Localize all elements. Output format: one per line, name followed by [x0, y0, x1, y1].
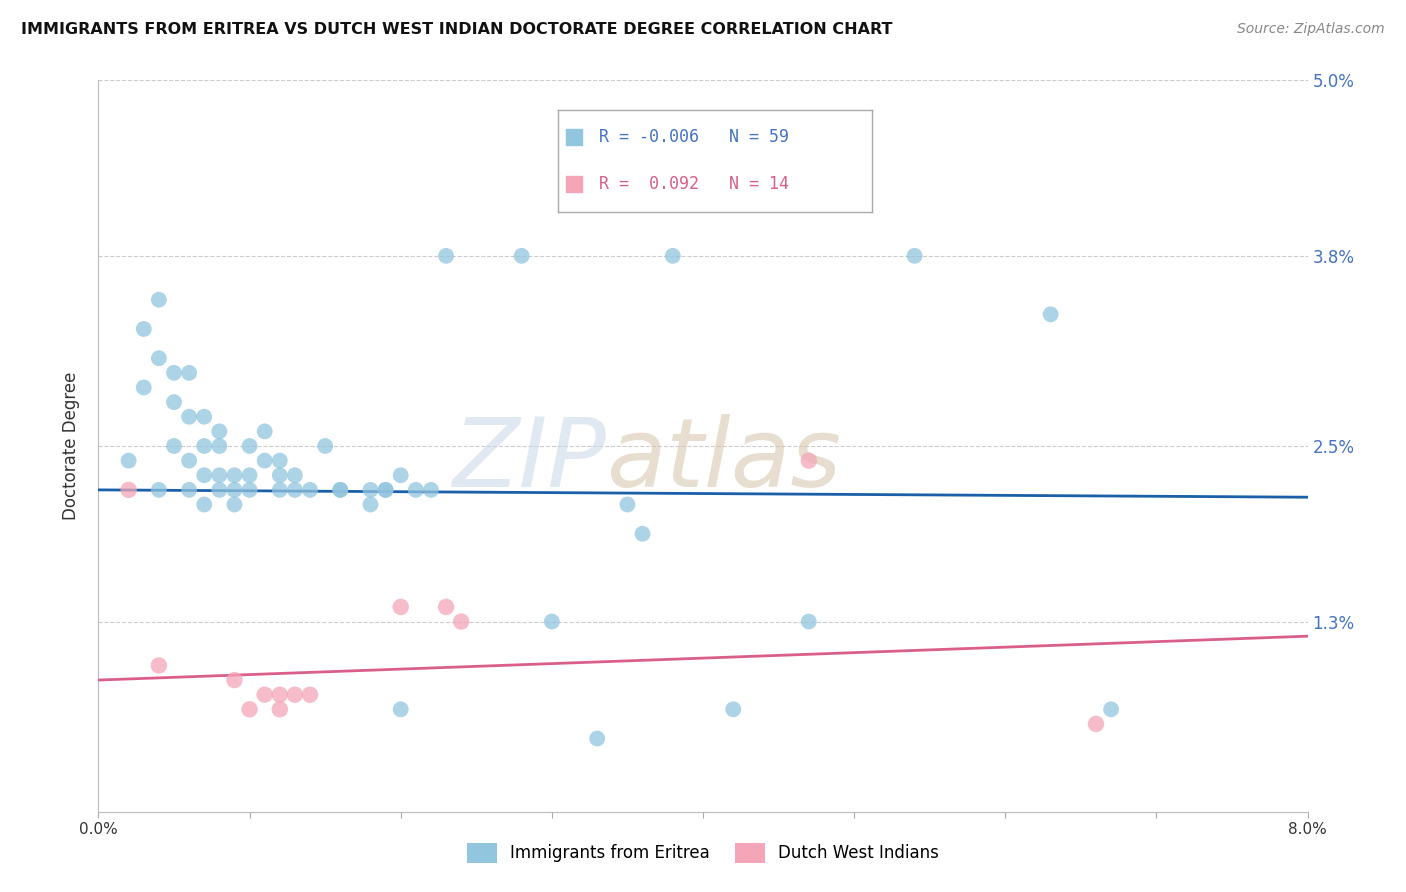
Point [269, 468, 291, 483]
Point [1085, 717, 1108, 731]
Point [389, 702, 412, 716]
Point [450, 615, 472, 629]
Point [163, 439, 186, 453]
Point [389, 468, 412, 483]
Point [193, 468, 215, 483]
Point [269, 702, 291, 716]
Point [723, 702, 745, 716]
Point [163, 366, 186, 380]
Point [224, 498, 246, 512]
Point [586, 731, 609, 746]
Point [208, 483, 231, 497]
Point [224, 468, 246, 483]
Text: Source: ZipAtlas.com: Source: ZipAtlas.com [1237, 22, 1385, 37]
Point [299, 688, 322, 702]
Point [179, 483, 201, 497]
Point [631, 526, 654, 541]
Point [148, 351, 170, 366]
Point [360, 483, 382, 497]
Legend: Immigrants from Eritrea, Dutch West Indians: Immigrants from Eritrea, Dutch West Indi… [460, 837, 946, 869]
Point [239, 483, 262, 497]
Point [118, 483, 141, 497]
Point [374, 483, 396, 497]
Point [360, 498, 382, 512]
Point [163, 395, 186, 409]
Point [148, 293, 170, 307]
Point [314, 439, 336, 453]
Point [299, 483, 322, 497]
Point [269, 483, 291, 497]
Point [253, 425, 276, 439]
Point [193, 439, 215, 453]
Point [208, 439, 231, 453]
Point [224, 673, 246, 687]
Point [434, 599, 457, 614]
Point [797, 615, 820, 629]
Point [253, 688, 276, 702]
Point [193, 409, 215, 424]
Point [1039, 307, 1062, 321]
Point [193, 498, 215, 512]
Point [208, 425, 231, 439]
Point [148, 658, 170, 673]
Point [224, 483, 246, 497]
Point [284, 688, 307, 702]
Point [374, 483, 396, 497]
Point [269, 453, 291, 467]
Point [132, 380, 155, 394]
Point [510, 249, 533, 263]
Point [284, 483, 307, 497]
Point [239, 468, 262, 483]
Point [540, 615, 562, 629]
Point [179, 409, 201, 424]
Point [616, 498, 638, 512]
Point [797, 453, 820, 467]
Point [405, 483, 427, 497]
Point [329, 483, 352, 497]
Point [420, 483, 443, 497]
Point [208, 468, 231, 483]
Point [132, 322, 155, 336]
Point [118, 453, 141, 467]
Point [179, 453, 201, 467]
Point [284, 468, 307, 483]
Point [1099, 702, 1122, 716]
Point [148, 483, 170, 497]
Y-axis label: Doctorate Degree: Doctorate Degree [62, 372, 80, 520]
Point [904, 249, 927, 263]
Point [661, 249, 683, 263]
Point [269, 688, 291, 702]
Text: atlas: atlas [606, 414, 841, 508]
Point [179, 366, 201, 380]
Point [389, 599, 412, 614]
Point [434, 249, 457, 263]
Point [329, 483, 352, 497]
Text: ZIP: ZIP [453, 414, 606, 508]
Point [239, 439, 262, 453]
Point [253, 453, 276, 467]
Point [239, 702, 262, 716]
Text: IMMIGRANTS FROM ERITREA VS DUTCH WEST INDIAN DOCTORATE DEGREE CORRELATION CHART: IMMIGRANTS FROM ERITREA VS DUTCH WEST IN… [21, 22, 893, 37]
